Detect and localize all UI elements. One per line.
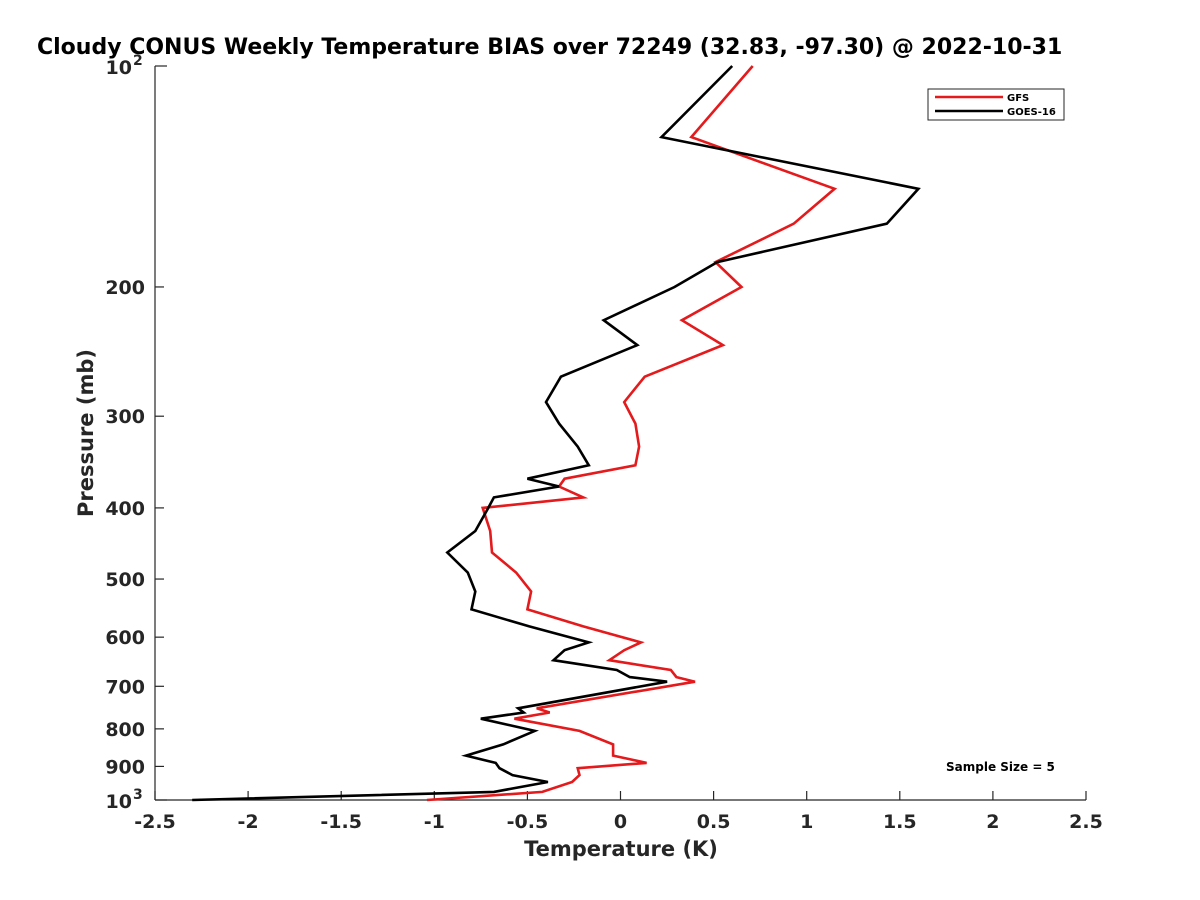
x-tick-label: -2 <box>238 811 259 833</box>
y-tick-label: 200 <box>105 277 145 299</box>
legend-label-goes16: GOES-16 <box>1007 107 1056 118</box>
y-tick-label: 800 <box>105 719 145 741</box>
y-tick-label: 900 <box>105 756 145 778</box>
y-decade-exponent: 3 <box>133 787 143 803</box>
x-tick-label: 1 <box>800 811 813 833</box>
legend: GFS GOES-16 <box>927 88 1065 121</box>
y-tick-label: 600 <box>105 627 145 649</box>
y-axis-label: Pressure (mb) <box>74 349 98 517</box>
x-tick-label: -1 <box>424 811 445 833</box>
x-tick-label: 2.5 <box>1069 811 1103 833</box>
x-tick-label: 0.5 <box>697 811 731 833</box>
x-tick-label: 0 <box>614 811 627 833</box>
ticks: -2.5 -2 -1.5 -1 -0.5 0 0.5 1 1.5 2 2.5 200 300 400 500… <box>105 53 1103 833</box>
y-tick-label: 300 <box>105 406 145 428</box>
chart-title: Cloudy CONUS Weekly Temperature BIAS ove… <box>37 35 1062 60</box>
y-decade-label: 10 <box>106 57 132 79</box>
y-decade-exponent: 2 <box>133 53 143 69</box>
y-tick-label: 700 <box>105 676 145 698</box>
legend-box <box>927 88 1065 121</box>
x-tick-label: -2.5 <box>134 811 176 833</box>
x-tick-label: -1.5 <box>320 811 362 833</box>
x-tick-label: -0.5 <box>507 811 549 833</box>
y-decade-label: 10 <box>106 791 132 813</box>
y-tick-label: 400 <box>105 498 145 520</box>
legend-label-gfs: GFS <box>1007 93 1029 104</box>
y-tick-label: 500 <box>105 569 145 591</box>
series-line-gfs <box>426 65 838 802</box>
x-tick-label: 2 <box>986 811 999 833</box>
series-line-goes-16 <box>192 65 921 802</box>
x-tick-label: 1.5 <box>883 811 917 833</box>
sample-size-annotation: Sample Size = 5 <box>946 760 1055 774</box>
series-layer <box>192 65 921 802</box>
x-axis-label: Temperature (K) <box>524 837 718 861</box>
